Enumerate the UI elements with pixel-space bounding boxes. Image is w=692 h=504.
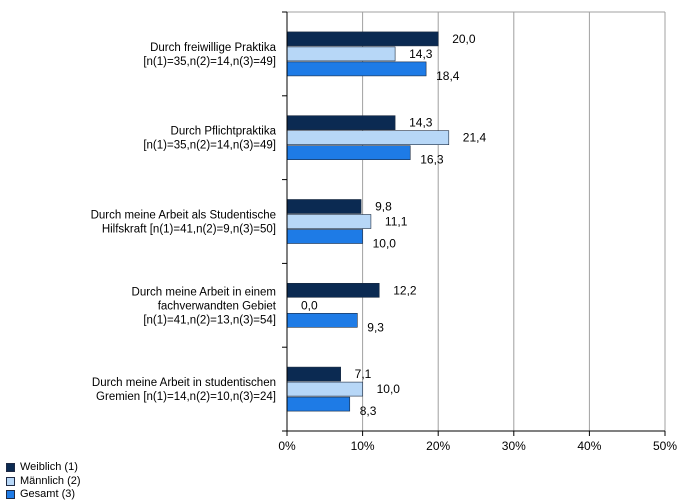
bar-gesamt [286, 145, 411, 160]
bar-value-label: 20,0 [452, 32, 476, 46]
bar-gesamt [286, 312, 358, 328]
bar-value-label: 9,8 [375, 200, 392, 214]
category-label: Gremien [n(1)=14,n(2)=10,n(3)=24] [96, 391, 276, 403]
category-label: Durch freiwillige Praktika [150, 42, 277, 54]
legend-label-maennlich: Männlich (2) [20, 474, 81, 487]
bar-gesamt [286, 396, 351, 412]
chart-legend: Weiblich (1) Männlich (2) Gesamt (3) [6, 461, 81, 502]
bar-weiblich [286, 115, 396, 130]
bar-value-label: 8,3 [360, 404, 377, 418]
legend-swatch-maennlich [6, 476, 15, 486]
category-label: Durch meine Arbeit in einem [132, 286, 276, 298]
category-label: [n(1)=35,n(2)=14,n(3)=49] [143, 56, 276, 68]
bar-value-label: 16,3 [420, 153, 444, 167]
bar-gesamt [286, 229, 363, 244]
x-tick-label: 40% [577, 439, 601, 453]
bar-maennlich [286, 46, 396, 62]
bar-weiblich [286, 31, 439, 47]
bar-gesamt [286, 61, 427, 77]
x-tick-label: 50% [653, 439, 677, 453]
bar-value-label: 11,1 [385, 215, 408, 229]
x-tick-label: 30% [502, 439, 526, 453]
bar-value-label: 10,0 [373, 237, 397, 251]
legend-label-gesamt: Gesamt (3) [20, 488, 76, 500]
bar-weiblich [286, 199, 362, 214]
bar-maennlich [286, 381, 363, 397]
bar-value-label: 14,3 [409, 116, 433, 130]
bar-weiblich [286, 282, 380, 298]
category-label: Durch meine Arbeit in studentischen [92, 377, 276, 389]
legend-item-maennlich: Männlich (2) [6, 475, 81, 489]
bar-value-label: 9,3 [367, 320, 384, 334]
bar-value-label: 21,4 [463, 131, 487, 145]
legend-swatch-weiblich [6, 463, 15, 473]
bar-value-label: 7,1 [355, 367, 372, 381]
bar-maennlich [286, 130, 450, 145]
bar-value-label: 0,0 [301, 298, 318, 312]
bar-maennlich [286, 214, 372, 229]
legend-item-weiblich: Weiblich (1) [6, 461, 81, 475]
category-label: [n(1)=35,n(2)=14,n(3)=49] [143, 140, 276, 152]
legend-swatch-gesamt [6, 490, 15, 500]
category-label: Durch Pflichtpraktika [171, 126, 277, 138]
bar-weiblich [286, 366, 341, 382]
legend-label-weiblich: Weiblich (1) [20, 461, 78, 473]
bar-value-label: 10,0 [377, 382, 401, 396]
bar-value-label: 18,4 [436, 69, 460, 83]
x-tick-label: 10% [351, 439, 375, 453]
bar-value-label: 12,2 [393, 283, 417, 297]
x-tick-label: 0% [278, 439, 296, 453]
category-label: Hilfskraft [n(1)=41,n(2)=9,n(3)=50] [102, 224, 276, 236]
category-label: Durch meine Arbeit als Studentische [91, 210, 276, 222]
x-tick-label: 20% [426, 439, 450, 453]
category-label: fachverwandten Gebiet [158, 300, 277, 312]
legend-item-gesamt: Gesamt (3) [6, 488, 81, 502]
category-label: [n(1)=41,n(2)=13,n(3)=54] [143, 314, 276, 326]
bar-value-label: 14,3 [409, 47, 433, 61]
